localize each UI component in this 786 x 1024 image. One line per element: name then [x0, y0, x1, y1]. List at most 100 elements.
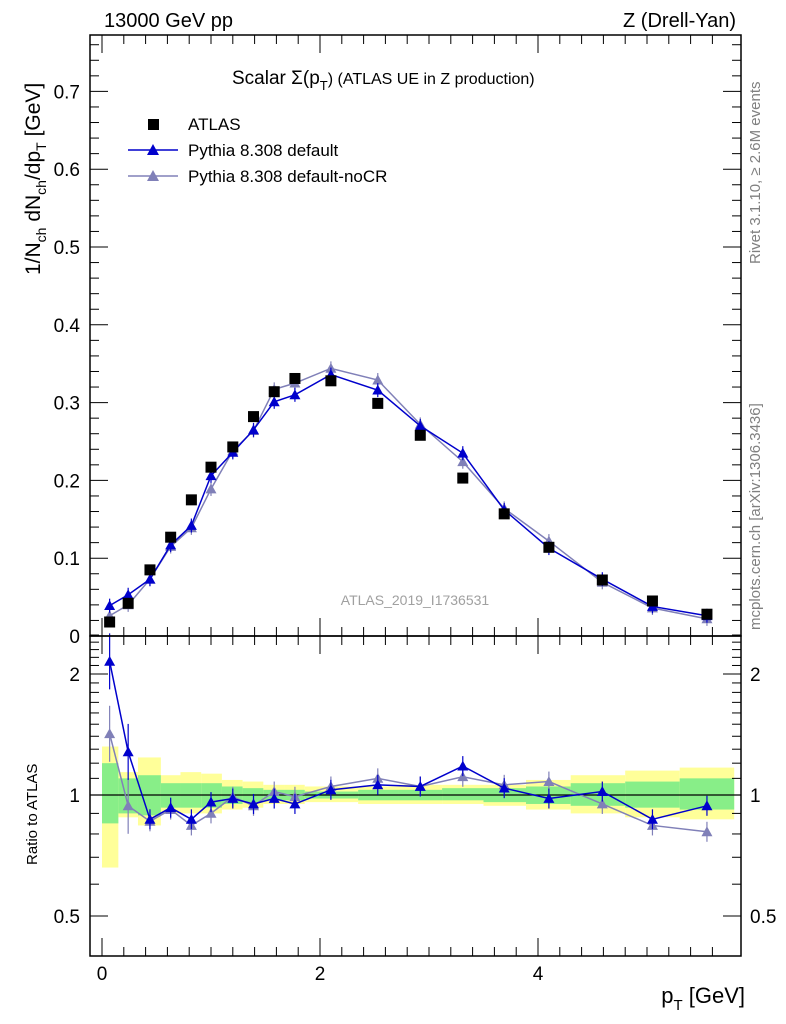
legend-marker-atlas [148, 119, 159, 130]
data-point-pythia-default [205, 470, 217, 481]
ratio-point-pythia-default [268, 793, 280, 803]
ratio-point-pythia-nocr [205, 807, 217, 818]
series-line-pythia-default [109, 373, 708, 617]
data-point-atlas [646, 595, 658, 607]
data-point-pythia-default [372, 384, 384, 395]
ratio-point-pythia-default [144, 813, 156, 824]
data-point-pythia-default [122, 589, 134, 600]
ratio-point-pythia-default [122, 746, 134, 757]
data-point-atlas [325, 375, 337, 387]
data-point-pythia-default [185, 520, 197, 530]
ratio-panel-frame [89, 635, 742, 957]
ratio-ytick-label-left: 1 [69, 786, 80, 807]
ratio-uncertainty-bands [102, 746, 735, 868]
ratio-point-pythia-nocr [701, 826, 713, 837]
ratio-point-pythia-default [498, 782, 510, 793]
ratio-point-pythia-default [104, 655, 116, 666]
ratio-ytick-label-right: 2 [750, 665, 761, 686]
data-point-atlas [498, 508, 510, 520]
data-point-pythia-nocr [205, 483, 217, 494]
xtick-label: 4 [533, 964, 544, 985]
data-point-atlas [248, 411, 260, 423]
ratio-point-pythia-default [165, 802, 177, 813]
data-point-atlas [596, 574, 608, 586]
data-point-atlas [104, 616, 116, 628]
data-point-atlas [122, 597, 134, 609]
data-point-atlas [205, 461, 217, 473]
data-point-pythia-nocr [457, 456, 469, 467]
ratio-series-layer [104, 633, 713, 842]
ratio-point-pythia-default [457, 760, 469, 771]
legend: ATLAS Pythia 8.308 default Pythia 8.308 … [128, 115, 387, 186]
ratio-point-pythia-default [543, 793, 555, 803]
xtick-label: 2 [315, 964, 326, 985]
main-ytick-label: 0.5 [54, 238, 80, 259]
data-point-atlas [543, 541, 555, 553]
ratio-point-pythia-default [701, 800, 713, 811]
data-point-atlas [414, 429, 426, 441]
data-point-atlas [227, 441, 239, 453]
data-point-pythia-default [248, 424, 260, 435]
analysis-watermark: ATLAS_2019_I1736531 [341, 592, 490, 608]
header-left: 13000 GeV pp [104, 10, 233, 32]
main-axis-ticks: 0 0.1 0.2 0.3 0.4 0.5 0.6 0.7 [54, 35, 741, 648]
main-ytick-label: 0.6 [54, 160, 80, 181]
ratio-ytick-label-right: 1 [750, 786, 761, 807]
ratio-y-axis-label: Ratio to ATLAS [24, 764, 41, 865]
ratio-point-pythia-default [414, 780, 426, 791]
ratio-point-pythia-default [205, 796, 217, 807]
data-point-atlas [144, 564, 156, 576]
rivet-label: Rivet 3.1.10, ≥ 2.6M events [747, 82, 764, 265]
ratio-point-pythia-default [227, 793, 239, 803]
ratio-point-pythia-default [325, 784, 337, 795]
legend-label-atlas: ATLAS [188, 115, 241, 134]
legend-marker-nocr [147, 170, 159, 181]
ratio-ytick-label-left: 2 [69, 665, 80, 686]
main-ytick-label: 0.1 [54, 549, 80, 570]
ratio-ytick-label-left: 0.5 [54, 907, 80, 928]
ratio-point-pythia-default [185, 813, 197, 824]
data-point-pythia-default [144, 573, 156, 584]
ratio-point-pythia-nocr [543, 776, 555, 786]
data-point-pythia-nocr [372, 374, 384, 385]
mcplots-label: mcplots.cern.ch [arXiv:1306.3436] [747, 403, 764, 630]
ratio-point-pythia-default [372, 779, 384, 790]
data-point-atlas [457, 472, 469, 484]
data-point-atlas [165, 531, 177, 543]
uncertainty-band-green [102, 763, 119, 824]
main-ytick-label: 0.7 [54, 82, 80, 103]
data-point-pythia-default [414, 420, 426, 431]
main-panel: 0 0.1 0.2 0.3 0.4 0.5 0.6 0.7 ATLAS_2019_I17365… [22, 34, 742, 648]
ratio-axis-ticks: 0.5 0.5 1 1 2 2 0 2 4 [54, 634, 776, 985]
ratio-point-pythia-nocr [457, 771, 469, 782]
header-right: Z (Drell-Yan) [623, 10, 736, 32]
x-axis-label: pT [GeV] [661, 983, 745, 1014]
ratio-point-pythia-default [596, 786, 608, 796]
ratio-point-pythia-nocr [122, 800, 134, 811]
ratio-point-pythia-nocr [104, 728, 116, 739]
ratio-point-pythia-default [646, 813, 658, 824]
ratio-panel: 0.5 0.5 1 1 2 2 0 2 4 Ratio to ATLAS [24, 633, 776, 985]
data-point-pythia-default [104, 600, 116, 611]
ratio-point-pythia-nocr [596, 798, 608, 809]
main-ytick-label: 0.3 [54, 394, 80, 415]
data-point-atlas [701, 608, 713, 620]
data-point-atlas [289, 372, 301, 384]
data-point-pythia-default [289, 389, 301, 400]
data-point-pythia-default [457, 447, 469, 458]
ratio-ytick-label-right: 0.5 [750, 907, 776, 928]
main-ytick-label: 0.4 [54, 316, 81, 337]
data-point-atlas [268, 386, 280, 398]
main-ytick-label: 0 [69, 627, 80, 648]
ratio-point-pythia-default [289, 798, 301, 809]
main-series-layer [104, 361, 713, 628]
plot-title: Scalar Σ(pT) (ATLAS UE in Z production) [232, 68, 535, 93]
data-point-atlas [185, 494, 197, 506]
ratio-point-pythia-default [248, 798, 260, 809]
uncertainty-band-green [442, 788, 484, 801]
legend-label-nocr: Pythia 8.308 default-noCR [188, 167, 387, 186]
series-line-pythia-nocr [109, 367, 708, 620]
xtick-label: 0 [97, 964, 108, 985]
main-y-axis-label: 1/Nch dNch/dpT [GeV] [22, 83, 49, 275]
